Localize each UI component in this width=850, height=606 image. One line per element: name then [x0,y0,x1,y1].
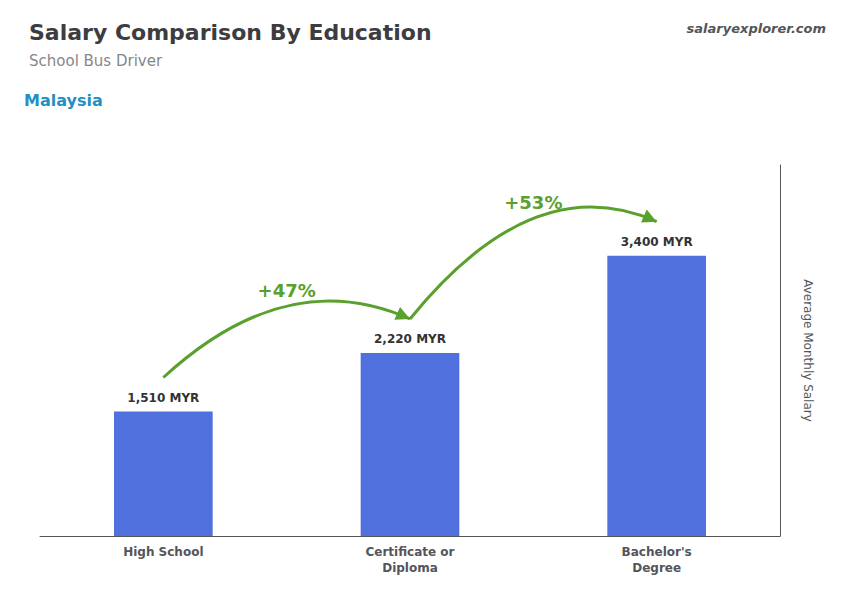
svg-text:Malaysia: Malaysia [24,91,103,110]
svg-text:salaryexplorer.com: salaryexplorer.com [687,21,826,36]
svg-text:1,510 MYR: 1,510 MYR [127,391,199,405]
svg-text:High School: High School [123,545,203,559]
svg-text:3,400 MYR: 3,400 MYR [621,235,693,249]
svg-text:Degree: Degree [632,561,681,575]
svg-text:School Bus Driver: School Bus Driver [29,52,163,70]
svg-text:Diploma: Diploma [382,561,438,575]
svg-text:2,220 MYR: 2,220 MYR [374,332,446,346]
svg-text:Certificate or: Certificate or [365,545,454,559]
svg-text:Bachelor's: Bachelor's [622,545,692,559]
svg-text:+53%: +53% [504,192,562,213]
svg-text:Salary Comparison By Education: Salary Comparison By Education [29,20,432,45]
svg-text:Average Monthly Salary: Average Monthly Salary [801,279,815,422]
svg-text:+47%: +47% [258,280,316,301]
